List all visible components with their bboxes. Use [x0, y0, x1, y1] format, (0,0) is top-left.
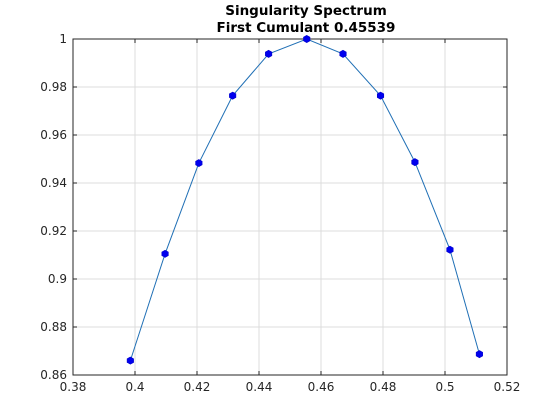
x-tick-label: 0.52	[494, 380, 521, 394]
chart-subtitle: First Cumulant 0.45539	[217, 20, 396, 36]
axes-box	[72, 38, 508, 376]
x-tick-label: 0.5	[435, 380, 454, 394]
y-tick-label: 0.92	[40, 224, 67, 238]
data-point	[376, 91, 385, 100]
x-tick-label: 0.38	[60, 380, 87, 394]
data-point	[475, 350, 483, 359]
y-tick-label: 1	[59, 32, 67, 46]
chart-title: Singularity Spectrum	[225, 3, 387, 19]
data-point	[229, 91, 237, 100]
axes-background	[72, 38, 508, 376]
x-tick-label: 0.46	[308, 380, 335, 394]
data-point	[265, 49, 273, 58]
data-point	[195, 159, 203, 168]
data-point	[446, 245, 454, 254]
x-tick-label: 0.42	[184, 380, 211, 394]
data-point	[126, 356, 134, 365]
x-tick-label: 0.4	[125, 380, 144, 394]
y-tick-label: 0.86	[40, 368, 67, 382]
y-tick-label: 0.98	[40, 80, 67, 94]
y-tick-label: 0.9	[48, 272, 67, 286]
y-tick-label: 0.96	[40, 128, 67, 142]
plot-area: 0.38 0.4 0.42 0.44 0.46 0.48 0.5 0.52 0.86 0.88 0.…	[40, 32, 520, 394]
x-tick-label: 0.48	[370, 380, 397, 394]
data-point	[411, 158, 419, 167]
y-tick-label: 0.88	[40, 320, 67, 334]
x-tick-label: 0.44	[246, 380, 273, 394]
data-point	[161, 249, 169, 258]
y-tick-label: 0.94	[40, 176, 67, 190]
data-point	[339, 49, 347, 58]
data-point	[303, 35, 311, 43]
